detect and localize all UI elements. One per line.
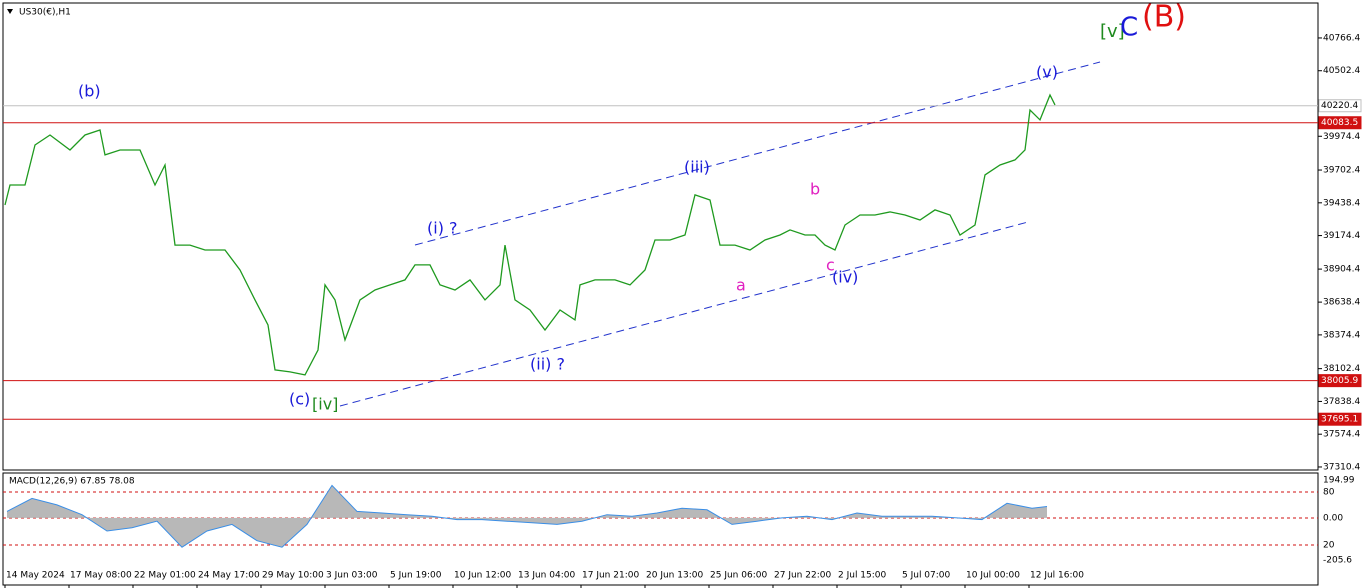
macd-axis-label: 80 [1323, 488, 1335, 498]
x-tick-label: 25 Jun 06:00 [710, 571, 767, 581]
channel-upper [414, 61, 1101, 246]
x-tick-label: 10 Jul 00:00 [966, 571, 1020, 581]
y-tick-label: 39974.4 [1323, 132, 1360, 142]
wave-label: [v] [1100, 21, 1125, 42]
y-tick-label: 39174.4 [1323, 231, 1360, 241]
wave-label: (b) [78, 82, 101, 101]
macd-axis-label: 20 [1323, 541, 1335, 551]
price-line [4, 93, 1056, 376]
y-tick-label: 40766.4 [1323, 33, 1360, 43]
macd-panel [2, 472, 1319, 586]
wave-label: C [1120, 13, 1138, 43]
price-level-label: 40220.4 [1321, 101, 1358, 111]
macd-line [6, 484, 1048, 548]
wave-label: [iv] [312, 395, 338, 414]
symbol-title: US30(€),H1 [19, 8, 71, 18]
x-tick-label: 3 Jun 03:00 [326, 571, 378, 581]
y-tick-label: 37310.4 [1323, 462, 1360, 472]
x-tick-label: 24 May 17:00 [198, 571, 260, 581]
wave-label: (ii) ? [530, 355, 565, 374]
price-panel [2, 2, 1319, 471]
wave-label: c [826, 256, 835, 275]
price-level-box [1318, 412, 1362, 426]
symbol-menu[interactable] [7, 9, 13, 14]
macd-axis-label: 0.00 [1323, 514, 1343, 524]
y-tick-label: 38638.4 [1323, 298, 1360, 308]
x-tick-label: 29 May 10:00 [262, 571, 324, 581]
price-level-box [1318, 374, 1362, 388]
price-level-label: 38005.9 [1321, 376, 1358, 386]
macd-histogram [7, 485, 1047, 548]
x-tick-label: 14 May 2024 [6, 571, 65, 581]
y-tick-label: 39702.4 [1323, 166, 1360, 176]
wave-label: (i) ? [427, 219, 458, 238]
wave-label: (B) [1142, 0, 1186, 35]
x-tick-label: 2 Jul 15:00 [838, 571, 887, 581]
y-tick-label: 37574.4 [1323, 430, 1360, 440]
macd-axis-label: 194.99 [1323, 476, 1355, 486]
y-tick-label: 40502.4 [1323, 66, 1360, 76]
x-tick-label: 17 May 08:00 [70, 571, 132, 581]
price-level-box [1318, 99, 1362, 113]
x-tick-label: 5 Jul 07:00 [902, 571, 951, 581]
x-tick-label: 5 Jun 19:00 [390, 571, 442, 581]
x-tick-label: 20 Jun 13:00 [646, 571, 703, 581]
x-tick-label: 22 May 01:00 [134, 571, 196, 581]
x-tick-label: 13 Jun 04:00 [518, 571, 575, 581]
wave-label: (iv) [832, 268, 858, 287]
channel-lower [339, 221, 1029, 407]
price-level-label: 40083.5 [1321, 118, 1358, 128]
wave-label: b [810, 180, 820, 199]
y-tick-label: 39438.4 [1323, 198, 1360, 208]
wave-label: a [736, 276, 746, 295]
y-tick-label: 38374.4 [1323, 330, 1360, 340]
wave-label: (iii) [684, 158, 710, 177]
x-tick-label: 17 Jun 21:00 [582, 571, 639, 581]
wave-label: (c) [289, 390, 310, 409]
y-tick-label: 38102.4 [1323, 364, 1360, 374]
price-level-label: 37695.1 [1321, 415, 1358, 425]
x-tick-label: 12 Jul 16:00 [1030, 571, 1084, 581]
macd-axis-label: -205.6 [1323, 556, 1352, 566]
x-tick-label: 10 Jun 12:00 [454, 571, 511, 581]
wave-label: (v) [1036, 63, 1058, 82]
x-tick-label: 27 Jun 22:00 [774, 571, 831, 581]
price-level-box [1318, 116, 1362, 130]
y-tick-label: 38904.4 [1323, 265, 1360, 275]
macd-title: MACD(12,26,9) 67.85 78.08 [9, 477, 135, 487]
y-tick-label: 37838.4 [1323, 397, 1360, 407]
